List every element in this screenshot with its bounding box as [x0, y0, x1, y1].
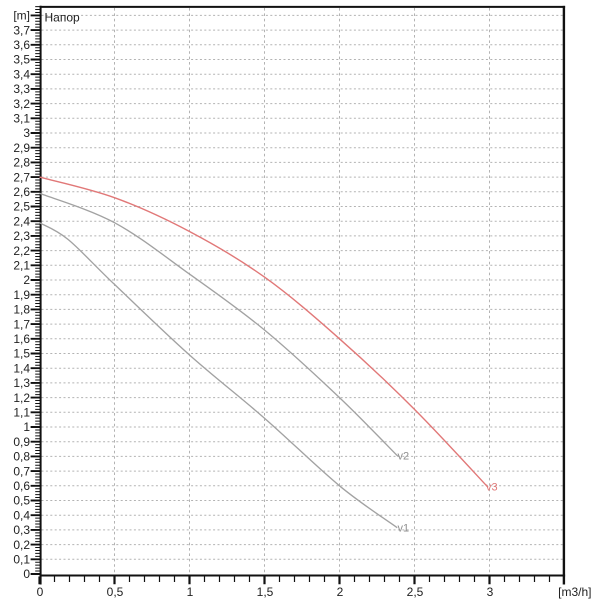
svg-text:1,7: 1,7	[13, 317, 30, 331]
svg-text:2,5: 2,5	[407, 585, 424, 599]
svg-text:1,2: 1,2	[13, 391, 30, 405]
svg-text:3,3: 3,3	[13, 82, 30, 96]
svg-text:[m]: [m]	[13, 9, 30, 23]
svg-text:0,4: 0,4	[13, 508, 30, 522]
svg-text:1,9: 1,9	[13, 288, 30, 302]
svg-text:2,8: 2,8	[13, 156, 30, 170]
svg-text:v1: v1	[398, 523, 410, 535]
svg-text:1,1: 1,1	[13, 406, 30, 420]
svg-text:3: 3	[487, 585, 494, 599]
svg-text:1,8: 1,8	[13, 303, 30, 317]
svg-text:1,5: 1,5	[13, 347, 30, 361]
svg-text:0,3: 0,3	[13, 523, 30, 537]
svg-text:1,6: 1,6	[13, 332, 30, 346]
svg-text:0: 0	[37, 585, 44, 599]
svg-text:1: 1	[23, 420, 30, 434]
svg-text:1,5: 1,5	[257, 585, 274, 599]
svg-text:3,2: 3,2	[13, 97, 30, 111]
svg-text:3,4: 3,4	[13, 67, 30, 81]
svg-text:1: 1	[187, 585, 194, 599]
svg-text:v2: v2	[398, 451, 410, 463]
svg-text:0,9: 0,9	[13, 435, 30, 449]
svg-text:2,7: 2,7	[13, 170, 30, 184]
svg-text:1,4: 1,4	[13, 361, 30, 375]
svg-text:3,6: 3,6	[13, 38, 30, 52]
svg-text:0,6: 0,6	[13, 479, 30, 493]
svg-text:2,2: 2,2	[13, 244, 30, 258]
svg-text:2,9: 2,9	[13, 141, 30, 155]
svg-text:v3: v3	[486, 482, 498, 494]
svg-text:0,5: 0,5	[13, 494, 30, 508]
svg-text:2: 2	[337, 585, 344, 599]
svg-text:3,1: 3,1	[13, 112, 30, 126]
svg-text:0,1: 0,1	[13, 553, 30, 567]
svg-text:2,3: 2,3	[13, 229, 30, 243]
svg-text:1,3: 1,3	[13, 376, 30, 390]
svg-text:3,5: 3,5	[13, 53, 30, 67]
svg-text:3,7: 3,7	[13, 23, 30, 37]
svg-text:2,5: 2,5	[13, 200, 30, 214]
svg-text:[m3/h]: [m3/h]	[558, 585, 591, 599]
svg-text:0,2: 0,2	[13, 538, 30, 552]
svg-text:0,8: 0,8	[13, 450, 30, 464]
svg-text:2,1: 2,1	[13, 259, 30, 273]
svg-text:0,5: 0,5	[107, 585, 124, 599]
svg-text:0: 0	[23, 567, 30, 581]
svg-text:2,6: 2,6	[13, 185, 30, 199]
svg-text:Напор: Напор	[45, 11, 81, 25]
svg-text:2,4: 2,4	[13, 214, 30, 228]
svg-text:3: 3	[23, 126, 30, 140]
svg-text:2: 2	[23, 273, 30, 287]
svg-text:0,7: 0,7	[13, 464, 30, 478]
